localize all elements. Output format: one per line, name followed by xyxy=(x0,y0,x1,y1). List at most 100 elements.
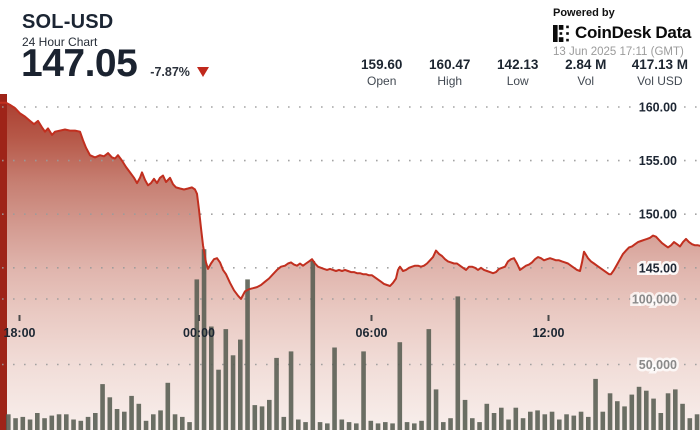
volume-bar xyxy=(158,410,163,430)
stat-label: Vol USD xyxy=(637,73,683,88)
stat-vol: 2.84 M Vol xyxy=(564,57,608,89)
volume-tick-label: 50,000 xyxy=(639,358,677,372)
x-tick-label: 06:00 xyxy=(356,326,388,340)
volume-bar xyxy=(223,329,229,430)
volume-bar xyxy=(694,414,700,430)
volume-bar xyxy=(230,355,236,430)
volume-bar xyxy=(267,399,272,430)
volume-bar xyxy=(375,423,381,430)
coindesk-logo-icon xyxy=(553,24,569,42)
stat-open: 159.60 Open xyxy=(360,57,404,89)
brand-block: Powered by CoinDesk Data 13 Jun 2025 17:… xyxy=(553,7,691,58)
volume-bar xyxy=(491,413,497,430)
volume-bar xyxy=(107,397,113,430)
volume-bar xyxy=(499,407,504,430)
volume-bar xyxy=(296,419,301,430)
volume-bar xyxy=(368,420,374,430)
volume-bar xyxy=(6,414,11,430)
chart-subtitle: 24 Hour Chart xyxy=(22,35,98,49)
volume-bar xyxy=(361,351,366,430)
price-tick-label: 155.00 xyxy=(639,154,677,168)
volume-bar xyxy=(209,326,214,430)
x-tick-label: 00:00 xyxy=(183,326,215,340)
volume-bar xyxy=(680,403,685,430)
volume-bar xyxy=(201,249,207,430)
x-tick-mark xyxy=(18,315,21,321)
volume-bar xyxy=(470,418,475,430)
change-wrap: -7.87% xyxy=(150,65,209,79)
last-price: 147.05 xyxy=(21,42,138,85)
volume-bar xyxy=(317,422,323,430)
volume-bar xyxy=(651,398,656,430)
volume-bar xyxy=(484,403,490,430)
volume-bar xyxy=(513,407,519,430)
volume-bar xyxy=(165,382,171,430)
volume-bar xyxy=(673,389,678,430)
volume-bar xyxy=(542,414,548,430)
volume-bar xyxy=(136,403,142,430)
volume-bar xyxy=(636,386,642,430)
volume-bar xyxy=(658,413,664,430)
volume-bar xyxy=(56,414,62,430)
volume-bar xyxy=(644,390,649,430)
volume-bar xyxy=(549,411,555,430)
volume-bar xyxy=(455,296,461,430)
price-area-fill xyxy=(0,102,700,430)
volume-bar xyxy=(172,414,178,430)
price-axis-labels: 160.00 155.00 150.00 145.00 xyxy=(636,98,679,278)
volume-bar xyxy=(252,405,258,430)
volume-bar xyxy=(339,419,345,430)
volume-bar xyxy=(397,342,403,430)
stat-value: 417.13 M xyxy=(631,57,688,72)
volume-axis-labels: 100,000 50,000 xyxy=(629,290,679,375)
volume-bar xyxy=(122,411,127,430)
volume-bar xyxy=(520,418,526,430)
volume-bar xyxy=(354,423,359,430)
page-title: SOL-USD xyxy=(22,11,114,33)
volume-bar xyxy=(571,415,577,430)
volume-bar xyxy=(448,418,453,430)
volume-bar xyxy=(462,399,468,430)
coindesk-brand-link[interactable]: CoinDesk Data xyxy=(553,23,691,43)
volume-bar xyxy=(64,414,69,430)
volume-bar xyxy=(245,279,250,430)
volume-bar xyxy=(27,419,33,430)
volume-bar xyxy=(151,414,156,430)
volume-bar xyxy=(49,415,55,430)
volume-bar xyxy=(404,422,410,430)
stat-high: 160.47 High xyxy=(428,57,472,89)
stat-label: High xyxy=(437,73,463,88)
x-tick-label: 12:00 xyxy=(533,326,565,340)
volume-bar xyxy=(274,357,279,430)
volume-bar xyxy=(85,416,91,430)
x-tick-label: 18:00 xyxy=(4,326,36,340)
title-block: SOL-USD 24 Hour Chart xyxy=(22,9,113,49)
volume-bar xyxy=(114,409,120,430)
volume-bar xyxy=(615,401,620,430)
powered-by-label: Powered by xyxy=(553,7,615,19)
x-tick-mark xyxy=(547,315,550,321)
price-tick-label: 145.00 xyxy=(639,261,677,275)
volume-bar xyxy=(528,411,533,430)
volume-bar xyxy=(687,418,693,430)
volume-bar xyxy=(259,406,265,430)
volume-bar xyxy=(42,418,47,430)
volume-bar xyxy=(310,261,316,430)
x-axis-labels: 18:00 00:00 06:00 12:00 xyxy=(4,315,565,340)
volume-bar xyxy=(216,369,221,430)
volume-bar xyxy=(332,347,337,430)
volume-bar xyxy=(390,423,395,430)
volume-bar xyxy=(426,329,432,430)
volume-bar xyxy=(665,393,671,430)
volume-bar xyxy=(607,393,613,430)
volume-bar xyxy=(600,411,606,430)
chart-left-edge xyxy=(0,94,7,430)
stat-low: 142.13 Low xyxy=(496,57,540,89)
volume-bar xyxy=(325,423,330,430)
volume-bar xyxy=(477,422,482,430)
volume-tick-label: 100,000 xyxy=(632,293,677,307)
volume-bar xyxy=(622,406,627,430)
volume-bar xyxy=(100,384,105,430)
